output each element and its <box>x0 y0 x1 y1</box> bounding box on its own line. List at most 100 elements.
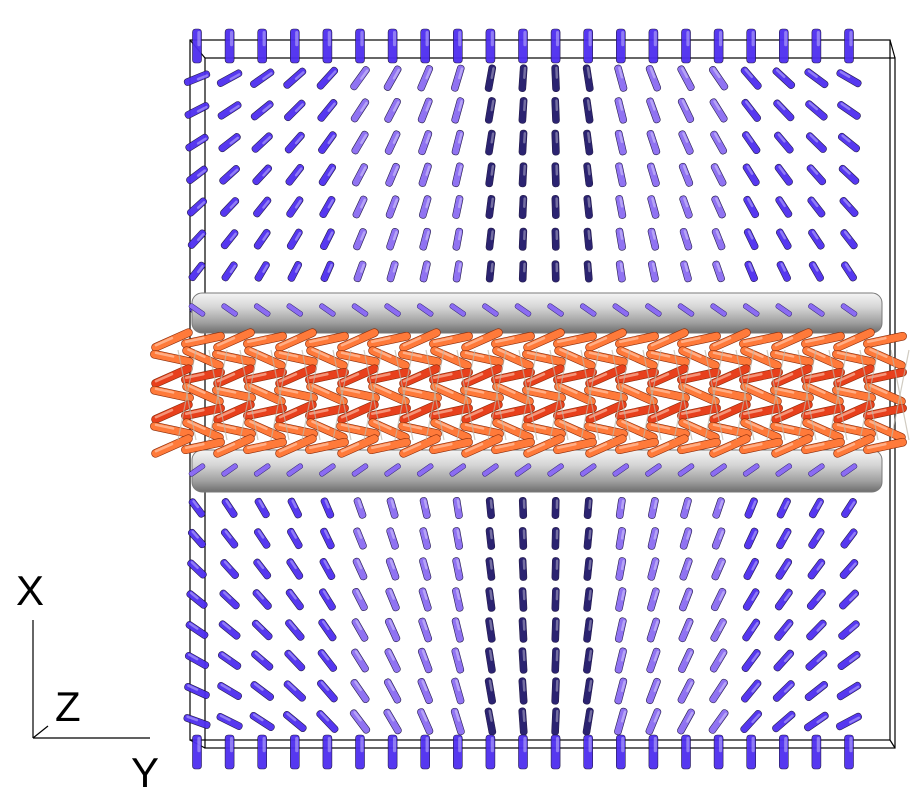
molecule-highlight <box>715 197 721 208</box>
director-molecule <box>836 681 862 701</box>
molecule-body <box>220 197 240 217</box>
molecule-highlight <box>295 31 299 47</box>
molecule-highlight <box>816 561 824 571</box>
core-molecule-highlight <box>650 336 670 347</box>
core-molecule-body <box>553 437 597 455</box>
director-molecule <box>614 647 627 674</box>
molecule-highlight <box>555 229 559 241</box>
twisted-defect-core <box>150 328 910 458</box>
molecule-highlight <box>555 737 560 753</box>
director-molecule <box>420 28 431 64</box>
molecule-highlight <box>229 200 238 209</box>
core-molecule-body <box>523 328 565 352</box>
core-molecule <box>429 331 473 349</box>
core-molecule-highlight <box>432 336 453 344</box>
core-molecule <box>337 434 379 458</box>
molecule-body <box>419 260 431 283</box>
director-molecule <box>451 97 465 124</box>
cylinder-molecule <box>612 303 630 317</box>
director-molecule <box>583 227 593 251</box>
molecule-body <box>742 163 760 187</box>
molecule-body <box>217 682 242 700</box>
molecule-highlight <box>222 622 232 630</box>
core-molecule <box>585 434 627 458</box>
molecule-highlight <box>718 530 724 540</box>
molecule-highlight <box>555 619 559 631</box>
core-thread <box>766 349 786 441</box>
molecule-highlight <box>490 197 494 208</box>
molecule-body <box>349 709 371 734</box>
director-molecule <box>614 97 628 124</box>
molecule-highlight <box>423 499 428 509</box>
director-molecule <box>185 621 209 639</box>
molecule-body <box>678 617 694 643</box>
director-molecule <box>741 648 761 673</box>
molecule-body <box>319 228 335 251</box>
molecule-highlight <box>327 199 334 209</box>
director-molecule <box>837 101 861 120</box>
core-molecule-body <box>801 403 845 421</box>
core-molecule-highlight <box>154 372 174 383</box>
molecule-highlight <box>751 621 759 632</box>
molecule-highlight <box>425 198 430 209</box>
molecule-body <box>350 98 370 123</box>
director-molecule <box>838 589 860 610</box>
molecule-highlight <box>523 164 526 176</box>
core-thread <box>828 349 848 441</box>
molecule-body <box>615 28 626 64</box>
core-thread <box>580 349 600 441</box>
molecule-body <box>518 734 528 770</box>
core-molecule-highlight <box>712 442 732 453</box>
molecule-body <box>743 228 759 251</box>
molecule-body <box>646 162 660 187</box>
director-molecule <box>224 28 235 64</box>
molecule-body <box>417 708 434 735</box>
molecule-body <box>646 617 661 643</box>
director-molecule <box>551 64 560 92</box>
core-molecule <box>646 385 690 403</box>
molecule-body <box>807 558 826 580</box>
molecule-body <box>645 463 662 477</box>
director-molecule <box>253 228 271 250</box>
director-molecule <box>386 527 399 550</box>
core-molecule-body <box>863 403 907 421</box>
core-molecule-highlight <box>246 336 267 344</box>
molecule-body <box>844 734 854 770</box>
molecule-body <box>551 260 560 283</box>
core-molecule <box>492 382 534 406</box>
molecule-highlight <box>323 559 330 570</box>
molecule-body <box>612 463 630 477</box>
core-molecule <box>429 403 473 421</box>
core-molecule <box>523 328 565 352</box>
director-molecule <box>418 195 432 219</box>
molecule-body <box>485 260 495 283</box>
molecule-body <box>547 463 564 477</box>
molecule-highlight <box>523 230 526 241</box>
core-molecule-highlight <box>311 420 330 430</box>
molecule-highlight <box>327 263 333 273</box>
molecule-body <box>579 463 597 477</box>
director-molecule <box>774 619 794 641</box>
molecule-highlight <box>784 31 788 47</box>
core-molecule <box>151 328 193 352</box>
director-molecule <box>485 734 496 770</box>
core-molecule-highlight <box>402 442 422 453</box>
core-molecule-highlight <box>432 408 453 416</box>
core-molecule <box>213 328 255 352</box>
director-molecule <box>387 734 398 770</box>
director-molecule <box>742 131 761 155</box>
director-molecule <box>583 647 594 674</box>
core-molecule-body <box>213 400 255 424</box>
molecule-highlight <box>354 680 362 692</box>
core-molecule-highlight <box>526 408 546 419</box>
director-molecule <box>219 589 240 610</box>
molecule-body <box>841 497 857 519</box>
molecule-body <box>615 557 627 581</box>
molecule-body <box>452 527 464 550</box>
core-molecule-highlight <box>246 408 267 416</box>
core-molecule <box>709 328 751 352</box>
director-molecule <box>776 497 791 519</box>
core-molecule-highlight <box>650 408 670 419</box>
director-molecule <box>518 129 528 156</box>
molecule-body <box>615 587 627 612</box>
